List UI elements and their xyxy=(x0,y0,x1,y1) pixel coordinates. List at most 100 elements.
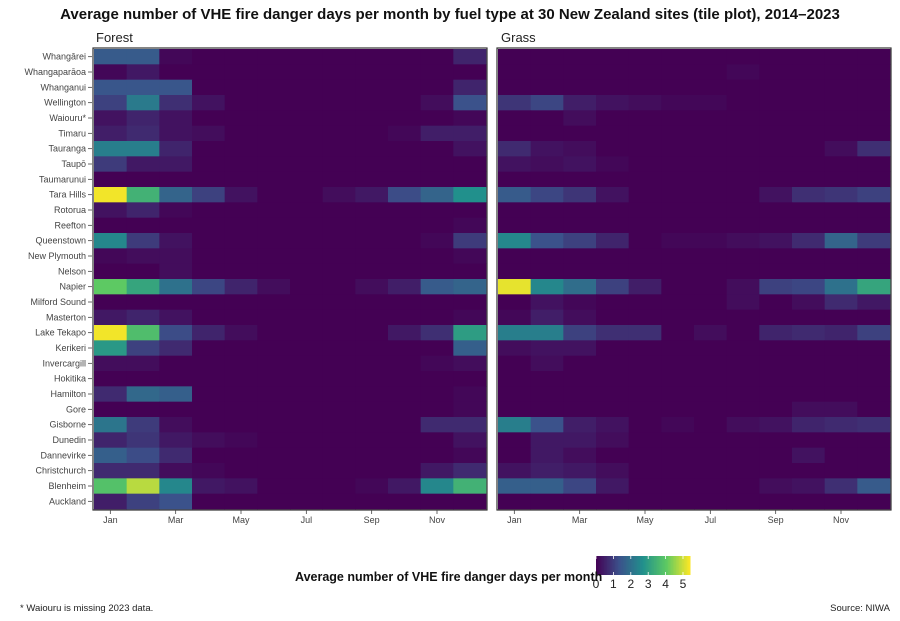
heatmap-cell xyxy=(824,64,858,81)
heatmap-cell xyxy=(94,125,128,142)
heatmap-cell xyxy=(159,386,193,403)
heatmap-cell xyxy=(694,386,728,403)
heatmap-cell xyxy=(192,263,226,280)
heatmap-cell xyxy=(355,371,389,387)
heatmap-cell xyxy=(628,294,662,311)
heatmap-cell xyxy=(126,49,160,65)
heatmap-cell xyxy=(596,294,630,311)
heatmap-cell xyxy=(726,371,760,387)
heatmap-cell xyxy=(322,355,356,372)
heatmap-cell xyxy=(792,187,826,203)
heatmap-cell xyxy=(694,156,728,173)
heatmap-cell xyxy=(224,171,258,188)
heatmap-cell xyxy=(530,493,564,510)
legend-color-step xyxy=(669,556,672,575)
heatmap-cell xyxy=(94,79,128,96)
heatmap-cell xyxy=(159,125,193,142)
heatmap-cell xyxy=(159,263,193,280)
heatmap-cell xyxy=(792,355,826,372)
heatmap-cell xyxy=(126,125,160,142)
heatmap-cell xyxy=(322,95,356,111)
heatmap-cell xyxy=(453,156,487,173)
heatmap-cell xyxy=(530,202,564,219)
heatmap-cell xyxy=(792,340,826,357)
heatmap-cell xyxy=(453,325,487,341)
heatmap-cell xyxy=(290,478,324,495)
heatmap-cell xyxy=(224,447,258,464)
heatmap-cell xyxy=(126,248,160,265)
heatmap-cell xyxy=(694,309,728,326)
heatmap-cell xyxy=(498,417,532,433)
heatmap-cell xyxy=(322,217,356,234)
heatmap-cell xyxy=(322,171,356,188)
heatmap-cell xyxy=(355,64,389,81)
heatmap-cell xyxy=(596,171,630,188)
heatmap-cell xyxy=(759,217,793,234)
heatmap-cell xyxy=(453,401,487,418)
heatmap-cell xyxy=(563,493,597,510)
chart-title: Average number of VHE fire danger days p… xyxy=(60,6,840,23)
heatmap-cell xyxy=(694,49,728,65)
heatmap-cell xyxy=(694,95,728,111)
heatmap-cell xyxy=(498,340,532,357)
legend-tick-label: 5 xyxy=(680,577,687,591)
heatmap-cell xyxy=(224,386,258,403)
heatmap-cell xyxy=(257,294,291,311)
heatmap-cell xyxy=(192,309,226,326)
legend-color-step xyxy=(685,556,688,575)
legend-color-step xyxy=(596,556,599,575)
heatmap-cell xyxy=(498,233,532,249)
heatmap-cell xyxy=(420,64,454,81)
heatmap-cell xyxy=(726,432,760,449)
heatmap-cell xyxy=(159,355,193,372)
heatmap-cell xyxy=(94,110,128,127)
legend-color-step xyxy=(613,556,616,575)
heatmap-cell xyxy=(388,202,422,219)
heatmap-cell xyxy=(530,79,564,96)
heatmap-cell xyxy=(563,371,597,387)
x-tick-label: Mar xyxy=(168,515,184,525)
heatmap-cell xyxy=(563,417,597,433)
heatmap-cell xyxy=(824,386,858,403)
heatmap-cell xyxy=(792,478,826,495)
heatmap-cell xyxy=(726,263,760,280)
heatmap-cell xyxy=(726,202,760,219)
heatmap-cell xyxy=(596,447,630,464)
heatmap-cell xyxy=(388,447,422,464)
heatmap-cell xyxy=(628,202,662,219)
heatmap-cell xyxy=(726,187,760,203)
heatmap-cell xyxy=(726,493,760,510)
legend-color-step xyxy=(647,556,650,575)
legend-color-step xyxy=(603,556,606,575)
heatmap-cell xyxy=(322,463,356,479)
x-tick-label: May xyxy=(232,515,250,525)
legend-color-step xyxy=(683,556,686,575)
heatmap-cell xyxy=(694,447,728,464)
heatmap-cell xyxy=(759,463,793,479)
heatmap-cell xyxy=(563,187,597,203)
heatmap-cell xyxy=(420,279,454,295)
heatmap-cell xyxy=(224,401,258,418)
heatmap-cell xyxy=(126,95,160,111)
heatmap-cell xyxy=(192,355,226,372)
legend-color-step xyxy=(688,556,691,575)
heatmap-cell xyxy=(224,263,258,280)
heatmap-cell xyxy=(224,432,258,449)
heatmap-cell xyxy=(563,217,597,234)
heatmap-cell xyxy=(126,478,160,495)
heatmap-cell xyxy=(126,432,160,449)
heatmap-cell xyxy=(192,478,226,495)
heatmap-cell xyxy=(126,309,160,326)
heatmap-cell xyxy=(322,141,356,157)
heatmap-cell xyxy=(453,217,487,234)
heatmap-cell xyxy=(94,447,128,464)
heatmap-cell xyxy=(498,432,532,449)
heatmap-cell xyxy=(498,49,532,65)
heatmap-cell xyxy=(453,355,487,372)
heatmap-cell xyxy=(94,386,128,403)
legend-color-step xyxy=(614,556,617,575)
legend-color-step xyxy=(657,556,660,575)
heatmap-cell xyxy=(628,340,662,357)
heatmap-cell xyxy=(290,463,324,479)
y-tick-label: Blenheim xyxy=(48,481,86,491)
